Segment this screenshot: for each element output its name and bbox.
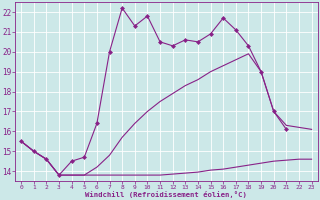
X-axis label: Windchill (Refroidissement éolien,°C): Windchill (Refroidissement éolien,°C) bbox=[85, 191, 247, 198]
